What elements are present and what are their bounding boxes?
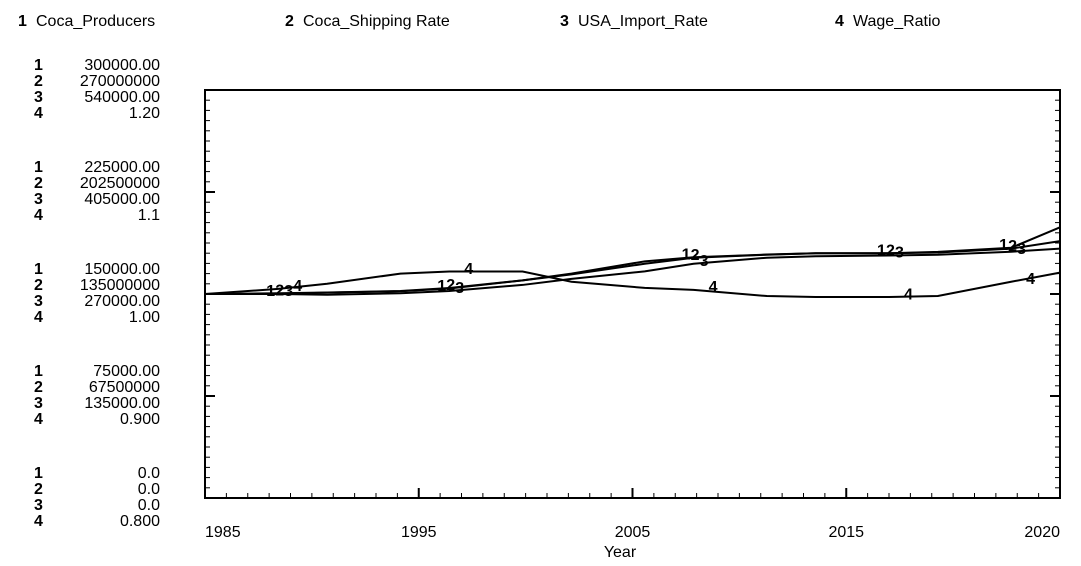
legend-label: Coca_Shipping Rate [303, 13, 450, 30]
x-axis-title: Year [604, 544, 637, 561]
y-tick-id: 2 [34, 379, 43, 396]
y-tick-id: 1 [34, 465, 43, 482]
series-marker: 3 [455, 280, 464, 297]
legend-label: Wage_Ratio [853, 13, 941, 30]
y-tick-label: 270000000 [80, 73, 160, 90]
y-tick-id: 1 [34, 57, 43, 74]
y-tick-id: 3 [34, 191, 43, 208]
series-marker: 2 [1008, 238, 1017, 255]
series-marker: 1 [266, 283, 275, 300]
y-tick-label: 405000.00 [84, 191, 160, 208]
series-marker: 4 [904, 286, 913, 303]
y-tick-id: 2 [34, 481, 43, 498]
series-marker: 3 [284, 283, 293, 300]
series-marker: 3 [700, 253, 709, 270]
series-marker: 1 [999, 237, 1008, 254]
series-marker: 4 [709, 279, 718, 296]
x-tick-label: 2015 [828, 524, 864, 541]
legend-id: 4 [835, 13, 844, 30]
y-tick-id: 4 [34, 513, 43, 530]
y-tick-label: 150000.00 [84, 261, 160, 278]
y-tick-id: 3 [34, 89, 43, 106]
y-tick-label: 540000.00 [84, 89, 160, 106]
y-tick-label: 202500000 [80, 175, 160, 192]
series-marker: 4 [464, 261, 473, 278]
series-marker: 1 [877, 242, 886, 259]
y-tick-label: 1.00 [129, 309, 160, 326]
series-line [205, 247, 1061, 296]
y-tick-label: 0.900 [120, 411, 160, 428]
y-tick-id: 4 [34, 309, 43, 326]
series-line [205, 226, 1061, 295]
series-line [204, 270, 1061, 299]
y-tick-label: 270000.00 [84, 293, 160, 310]
y-tick-label: 135000.00 [84, 395, 160, 412]
series-marker: 3 [895, 245, 904, 262]
y-tick-id: 3 [34, 395, 43, 412]
y-tick-id: 1 [34, 159, 43, 176]
y-tick-id: 2 [34, 175, 43, 192]
series-marker: 2 [446, 277, 455, 294]
y-tick-label: 1.20 [129, 105, 160, 122]
y-tick-label: 0.0 [138, 465, 160, 482]
series-marker: 1 [682, 246, 691, 263]
y-tick-id: 2 [34, 73, 43, 90]
x-tick-label: 2005 [615, 524, 651, 541]
series-marker: 4 [1026, 271, 1035, 288]
y-tick-label: 0.0 [138, 481, 160, 498]
x-tick-label: 1995 [401, 524, 437, 541]
y-tick-id: 3 [34, 497, 43, 514]
y-tick-id: 1 [34, 261, 43, 278]
legend-id: 3 [560, 13, 569, 30]
y-tick-id: 4 [34, 207, 43, 224]
series-marker: 2 [886, 242, 895, 259]
y-tick-label: 300000.00 [84, 57, 160, 74]
y-tick-label: 0.800 [120, 513, 160, 530]
legend-id: 1 [18, 13, 27, 30]
series-marker: 2 [275, 282, 284, 299]
y-tick-label: 225000.00 [84, 159, 160, 176]
series-marker: 2 [691, 247, 700, 264]
legend-label: USA_Import_Rate [578, 13, 708, 30]
y-tick-id: 2 [34, 277, 43, 294]
y-tick-id: 4 [34, 411, 43, 428]
series-marker: 1 [437, 278, 446, 295]
x-tick-label: 1985 [205, 524, 241, 541]
legend-label: Coca_Producers [36, 13, 155, 30]
y-tick-label: 0.0 [138, 497, 160, 514]
y-tick-id: 1 [34, 363, 43, 380]
series-marker: 3 [1017, 241, 1026, 258]
y-tick-label: 135000000 [80, 277, 160, 294]
y-tick-label: 67500000 [89, 379, 160, 396]
y-tick-id: 3 [34, 293, 43, 310]
y-tick-id: 4 [34, 105, 43, 122]
series-marker: 4 [293, 278, 302, 295]
legend-id: 2 [285, 13, 294, 30]
y-tick-label: 75000.00 [93, 363, 160, 380]
x-tick-label: 2020 [1024, 524, 1060, 541]
series-line [204, 240, 1061, 295]
y-tick-label: 1.1 [138, 207, 160, 224]
